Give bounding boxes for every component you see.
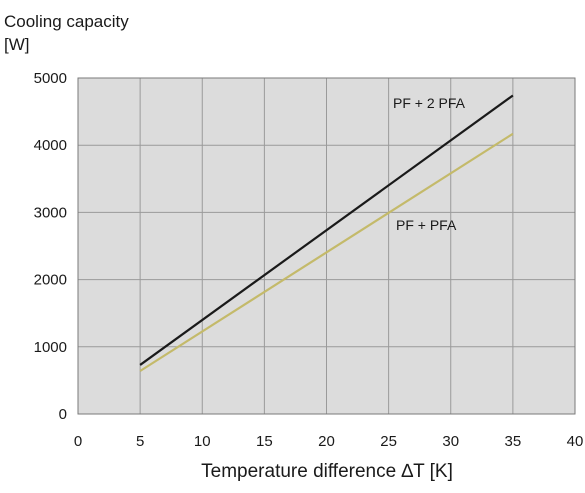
plot-frame [77,77,576,415]
series-label-pf-pfa: PF + PFA [396,217,457,233]
x-ticks: 0 5 10 15 20 25 30 35 40 [74,433,584,450]
axes [77,77,576,415]
x-tick-label: 25 [380,433,397,450]
x-tick-label: 20 [318,433,335,450]
x-tick-label: 5 [136,433,144,450]
y-ticks: 0 1000 2000 3000 4000 5000 [34,70,67,423]
x-tick-label: 35 [505,433,522,450]
y-axis-title-line1: Cooling capacity [4,12,129,31]
x-tick-label: 15 [256,433,273,450]
x-axis-title: Temperature difference ∆T [K] [201,461,453,482]
x-tick-label: 30 [442,433,459,450]
series-lines [139,94,514,372]
y-tick-label: 1000 [34,339,67,356]
y-tick-label: 5000 [34,70,67,87]
series-label-pf-2pfa: PF + 2 PFA [393,95,466,111]
x-tick-label: 10 [194,433,211,450]
series-line-2 [139,132,514,372]
series-line-1 [139,94,514,366]
x-tick-label: 0 [74,433,82,450]
y-tick-label: 3000 [34,204,67,221]
y-axis-title-line2: [W] [4,35,30,54]
y-tick-label: 0 [59,406,67,423]
grid [78,78,575,414]
x-tick-label: 40 [567,433,584,450]
y-tick-label: 4000 [34,137,67,154]
series-labels: PF + 2 PFA PF + PFA [393,95,466,233]
y-tick-label: 2000 [34,272,67,289]
